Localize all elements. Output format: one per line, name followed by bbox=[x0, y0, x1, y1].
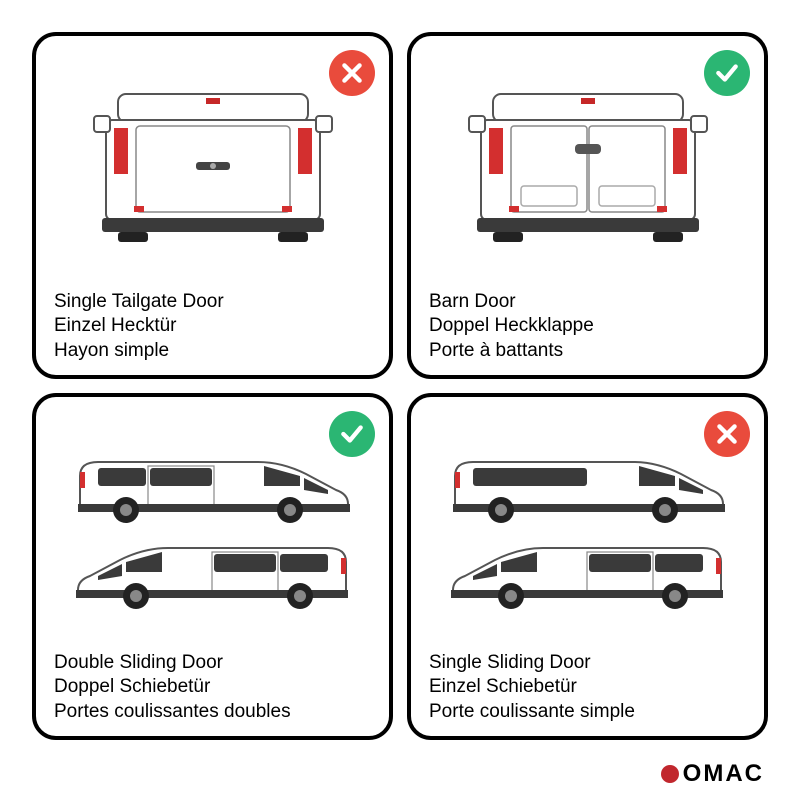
label-en: Double Sliding Door bbox=[54, 651, 371, 675]
label-en: Single Tailgate Door bbox=[54, 290, 371, 314]
label-fr: Hayon simple bbox=[54, 339, 371, 363]
label-fr: Portes coulissantes doubles bbox=[54, 700, 371, 724]
brand-logo: OMAC bbox=[661, 760, 764, 788]
cross-icon bbox=[704, 411, 750, 457]
card-single-tailgate: Single Tailgate Door Einzel Hecktür Hayo… bbox=[32, 32, 393, 379]
logo-text: OMAC bbox=[683, 760, 764, 788]
label-de: Einzel Schiebetür bbox=[429, 675, 746, 699]
card-labels: Single Tailgate Door Einzel Hecktür Hayo… bbox=[54, 290, 371, 363]
illustration-side-single bbox=[429, 411, 746, 645]
card-barn-door: Barn Door Doppel Heckklappe Porte à batt… bbox=[407, 32, 768, 379]
label-de: Doppel Heckklappe bbox=[429, 314, 746, 338]
illustration-rear-barn bbox=[429, 50, 746, 284]
card-labels: Double Sliding Door Doppel Schiebetür Po… bbox=[54, 651, 371, 724]
label-fr: Porte à battants bbox=[429, 339, 746, 363]
logo-dot-icon bbox=[661, 765, 679, 783]
card-single-sliding: Single Sliding Door Einzel Schiebetür Po… bbox=[407, 393, 768, 740]
card-labels: Barn Door Doppel Heckklappe Porte à batt… bbox=[429, 290, 746, 363]
illustration-side-double bbox=[54, 411, 371, 645]
label-de: Doppel Schiebetür bbox=[54, 675, 371, 699]
label-en: Barn Door bbox=[429, 290, 746, 314]
card-double-sliding: Double Sliding Door Doppel Schiebetür Po… bbox=[32, 393, 393, 740]
label-de: Einzel Hecktür bbox=[54, 314, 371, 338]
label-fr: Porte coulissante simple bbox=[429, 700, 746, 724]
card-labels: Single Sliding Door Einzel Schiebetür Po… bbox=[429, 651, 746, 724]
card-grid: Single Tailgate Door Einzel Hecktür Hayo… bbox=[0, 0, 800, 800]
check-icon bbox=[329, 411, 375, 457]
label-en: Single Sliding Door bbox=[429, 651, 746, 675]
illustration-rear-tailgate bbox=[54, 50, 371, 284]
